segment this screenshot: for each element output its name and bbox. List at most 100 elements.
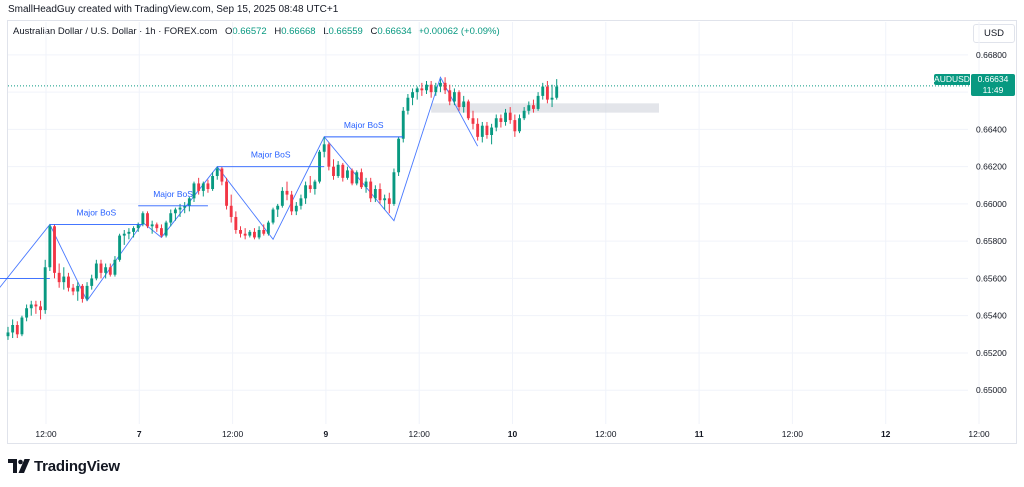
candle-body[interactable] [513,120,517,132]
candle-body[interactable] [555,86,559,98]
candle-body[interactable] [443,82,447,91]
candle-body[interactable] [294,205,298,212]
candle-body[interactable] [341,164,345,178]
candle-body[interactable] [173,209,177,214]
candle-body[interactable] [359,172,363,188]
candle-body[interactable] [187,198,191,206]
candle-body[interactable] [39,306,42,311]
candle-body[interactable] [429,84,433,93]
candle-body[interactable] [132,228,135,232]
candle-body[interactable] [401,110,405,139]
candle-body[interactable] [439,82,442,87]
candle-body[interactable] [536,95,540,109]
candle-body[interactable] [127,231,131,234]
candle-body[interactable] [387,198,391,204]
candle-body[interactable] [118,235,122,260]
candle-body[interactable] [280,190,284,206]
candle-body[interactable] [383,198,387,201]
supply-demand-zone[interactable] [431,103,659,113]
candle-body[interactable] [183,205,187,208]
candle-body[interactable] [48,226,52,268]
candle-body[interactable] [425,84,428,91]
candle-body[interactable] [192,183,196,199]
candle-body[interactable] [369,181,373,199]
candle-body[interactable] [480,125,484,137]
candle-body[interactable] [155,224,159,229]
candle-body[interactable] [518,118,521,132]
candle-body[interactable] [25,308,29,318]
candle-body[interactable] [239,230,242,234]
candle-body[interactable] [313,181,317,190]
candle-body[interactable] [15,325,19,335]
candle-body[interactable] [299,198,303,206]
candle-body[interactable] [29,304,33,309]
candle-body[interactable] [67,276,70,288]
candle-body[interactable] [164,222,168,236]
candle-body[interactable] [53,226,56,273]
candle-body[interactable] [6,332,10,337]
candle-body[interactable] [508,112,512,121]
candle-body[interactable] [262,230,266,234]
candle-body[interactable] [99,263,103,273]
symbol-description[interactable]: Australian Dollar / U.S. Dollar · 1h · F… [13,26,218,37]
candle-body[interactable] [462,101,466,108]
candle-body[interactable] [527,105,531,111]
candle-body[interactable] [243,233,247,236]
candle-body[interactable] [457,92,461,108]
candle-body[interactable] [448,90,452,102]
candle-body[interactable] [136,224,140,229]
candle-body[interactable] [415,88,419,93]
candle-body[interactable] [253,231,256,238]
candle-body[interactable] [90,278,94,286]
candle-body[interactable] [11,325,15,333]
candle-body[interactable] [290,194,294,212]
currency-button[interactable]: USD [973,24,1015,43]
candle-body[interactable] [34,304,38,307]
candle-body[interactable] [452,92,456,102]
candle-body[interactable] [276,205,280,210]
candle-body[interactable] [178,207,182,210]
candle-body[interactable] [541,86,545,96]
candle-body[interactable] [392,172,396,204]
candle-body[interactable] [304,185,308,199]
candle-body[interactable] [327,144,331,167]
candle-body[interactable] [494,118,498,128]
candle-body[interactable] [229,205,233,217]
candle-body[interactable] [346,170,349,178]
candle-body[interactable] [522,110,526,119]
candle-body[interactable] [104,267,108,273]
candle-body[interactable] [411,92,414,98]
candle-body[interactable] [485,125,489,135]
candle-body[interactable] [406,97,410,111]
candle-body[interactable] [350,170,354,184]
candle-body[interactable] [266,222,270,234]
candle-body[interactable] [43,267,47,311]
candle-body[interactable] [545,86,549,100]
candle-body[interactable] [71,287,75,292]
candle-body[interactable] [197,183,201,191]
candle-body[interactable] [80,285,84,299]
bos-label[interactable]: Major BoS [344,120,384,130]
candle-body[interactable] [355,172,359,184]
candle-body[interactable] [108,267,112,275]
candle-body[interactable] [476,123,480,137]
candle-body[interactable] [336,164,340,176]
candle-body[interactable] [378,189,382,201]
candle-body[interactable] [201,183,205,191]
candle-body[interactable] [211,175,215,190]
candle-body[interactable] [532,105,535,109]
tradingview-logo[interactable]: TradingView [8,456,120,476]
candle-body[interactable] [215,168,219,176]
candle-body[interactable] [169,213,173,223]
candle-body[interactable] [62,276,66,283]
candle-body[interactable] [504,112,507,122]
candle-body[interactable] [146,213,149,227]
candle-body[interactable] [94,263,98,279]
bos-label[interactable]: Major BoS [251,150,291,160]
candle-body[interactable] [234,216,238,230]
candle-body[interactable] [397,138,401,173]
market-structure-zigzag[interactable] [0,76,479,306]
candle-body[interactable] [471,118,475,124]
bos-label[interactable]: Major BoS [77,207,117,217]
